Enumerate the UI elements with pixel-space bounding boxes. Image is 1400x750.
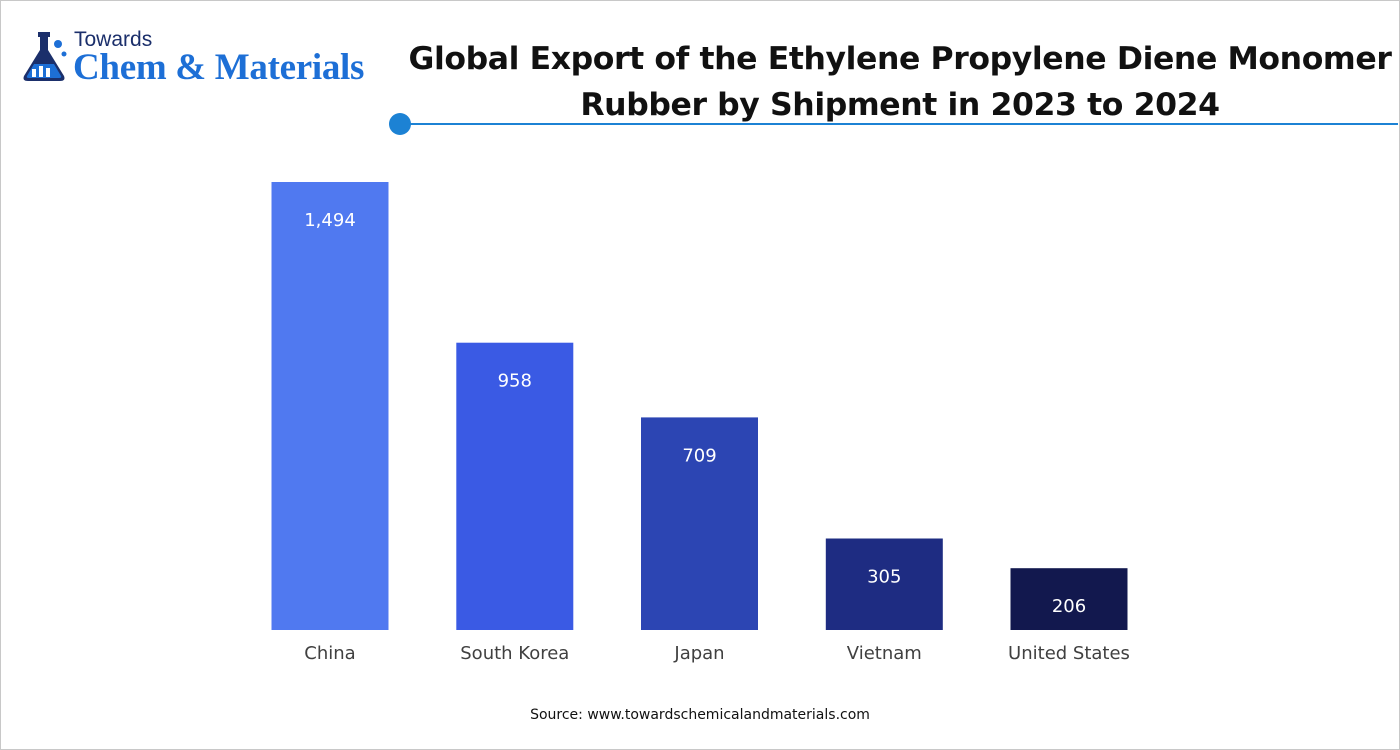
bar-chart: 1,494 China 958 South Korea 709 Japan 305 Vietn… — [271, 182, 1130, 664]
logo-text-name: Chem & Materials — [73, 47, 365, 88]
source-note: Source: www.towardschemicalandmaterials.… — [530, 707, 870, 723]
title-underline-dot — [389, 113, 411, 135]
data-label: 206 — [1052, 596, 1086, 617]
chart-title-line-1: Global Export of the Ethylene Propylene … — [408, 41, 1392, 77]
x-tick-label: United States — [1008, 643, 1130, 664]
x-tick-label: South Korea — [460, 643, 569, 664]
x-tick-label: Vietnam — [847, 643, 922, 664]
title-underline — [400, 123, 1398, 125]
brand-logo: Towards Chem & Materials — [20, 28, 390, 88]
logo-text-towards: Towards — [74, 28, 153, 51]
flask-chart-icon — [23, 32, 67, 81]
chart-title: Global Export of the Ethylene Propylene … — [392, 36, 1400, 128]
data-label: 958 — [498, 371, 532, 392]
x-tick-label: China — [304, 643, 355, 664]
chart-title-line-2: Rubber by Shipment in 2023 to 2024 — [580, 87, 1220, 123]
bar-united-states — [1010, 568, 1128, 630]
x-tick-label: Japan — [673, 643, 724, 664]
bar-south-korea — [456, 342, 574, 630]
data-label: 305 — [867, 567, 901, 588]
bar-vietnam — [825, 538, 943, 630]
data-label: 1,494 — [304, 210, 356, 231]
data-label: 709 — [682, 445, 716, 466]
bar-japan — [641, 417, 758, 630]
bar-china — [271, 182, 389, 630]
